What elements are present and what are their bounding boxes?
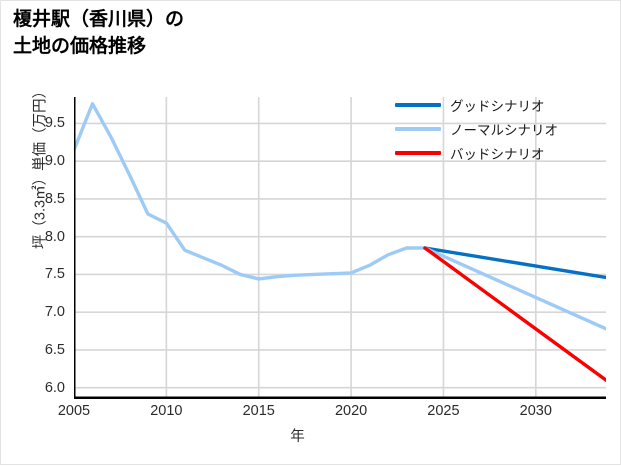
legend-item: グッドシナリオ — [395, 93, 609, 117]
x-tick-label: 2020 — [334, 403, 368, 419]
y-tick-label: 6.5 — [44, 341, 65, 358]
legend-color-swatch — [395, 103, 441, 107]
legend-item: ノーマルシナリオ — [395, 117, 609, 141]
x-tick-label: 2025 — [427, 403, 460, 419]
x-tick-label: 2010 — [150, 403, 183, 419]
legend-color-swatch — [395, 151, 441, 155]
chart-title: 榎井駅（香川県）の 土地の価格推移 — [13, 9, 185, 57]
y-axis-title: 坪（3.3㎡）単価（万円） — [32, 83, 49, 250]
gridlines — [74, 97, 606, 399]
y-tick-label: 7.0 — [44, 304, 65, 321]
x-tick-label: 2030 — [519, 403, 552, 419]
series-line — [423, 246, 606, 331]
series-line — [423, 246, 606, 382]
legend-label: ノーマルシナリオ — [450, 123, 558, 138]
x-axis-title: 年 — [1, 425, 621, 446]
legend: グッドシナリオ ノーマルシナリオ バッドシナリオ — [395, 93, 609, 165]
y-tick-label: 6.0 — [44, 379, 65, 396]
x-axis-title-text: 年 — [290, 429, 305, 445]
legend-item: バッドシナリオ — [395, 141, 609, 165]
series-line — [74, 102, 427, 281]
data-series-layer — [74, 102, 606, 382]
legend-label: グッドシナリオ — [450, 99, 545, 114]
series-line — [423, 246, 606, 280]
legend-color-swatch — [395, 127, 441, 131]
plot-svg — [74, 97, 606, 399]
legend-label: バッドシナリオ — [450, 147, 545, 162]
x-tick-label: 2005 — [57, 403, 91, 419]
x-tick-label: 2015 — [242, 403, 275, 419]
plot-area — [74, 97, 606, 399]
